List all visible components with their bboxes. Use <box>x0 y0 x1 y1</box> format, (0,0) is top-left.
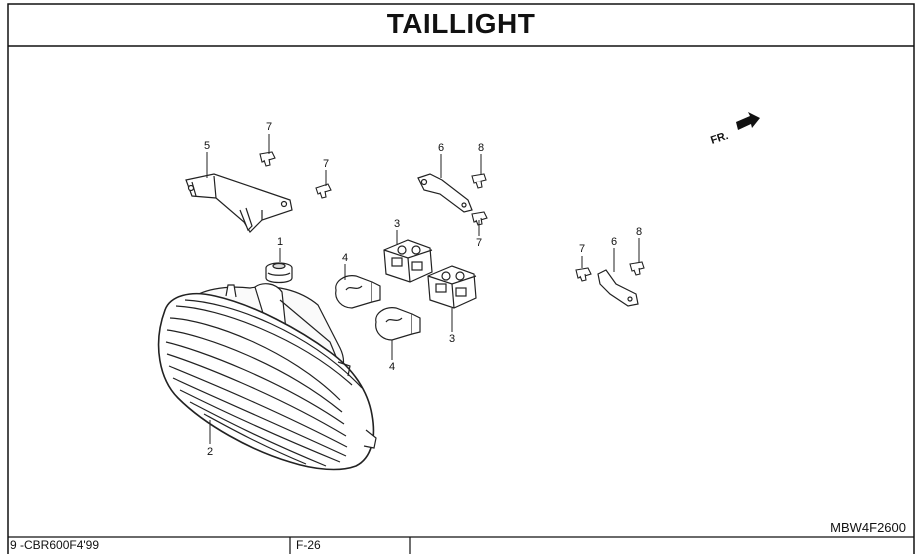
front-direction-label: FR. <box>709 130 730 147</box>
page-title: TAILLIGHT <box>386 8 536 39</box>
grommet <box>265 262 293 284</box>
screw <box>259 151 276 167</box>
callout-numbers: 5 7 7 6 8 3 7 1 4 3 4 2 7 6 8 <box>204 121 642 458</box>
bulb-socket <box>383 239 433 283</box>
callout-label: 6 <box>438 142 444 154</box>
callout-label: 8 <box>478 142 484 154</box>
callout-label: 3 <box>449 333 455 345</box>
figure-code: MBW4F2600 <box>830 520 906 535</box>
wedge-bulb <box>375 307 421 341</box>
small-bracket <box>417 173 473 213</box>
callout-label: 7 <box>323 158 329 170</box>
callout-label: 6 <box>611 236 617 248</box>
callout-label: 1 <box>277 236 283 248</box>
callout-label: 7 <box>266 121 272 133</box>
footer-page-number: F-26 <box>296 538 321 552</box>
callout-label: 4 <box>342 252 348 264</box>
tapping-screw <box>471 173 487 189</box>
mounting-bracket <box>185 173 293 233</box>
tapping-screw <box>629 261 645 276</box>
bulb-socket <box>427 265 477 309</box>
callout-label: 7 <box>476 237 482 249</box>
callout-label: 8 <box>636 226 642 238</box>
screw <box>575 267 592 282</box>
callout-label: 5 <box>204 140 210 152</box>
taillight-lens-assembly <box>157 283 377 471</box>
callout-label: 7 <box>579 243 585 255</box>
callout-label: 2 <box>207 446 213 458</box>
leader-lines <box>206 134 640 444</box>
screw <box>315 183 332 199</box>
front-direction-arrow: FR. <box>709 112 760 147</box>
callout-label: 3 <box>394 218 400 230</box>
wedge-bulb <box>335 275 381 309</box>
callout-label: 4 <box>389 361 395 373</box>
small-bracket <box>597 269 639 307</box>
footer-model: 9 -CBR600F4'99 <box>10 538 100 552</box>
